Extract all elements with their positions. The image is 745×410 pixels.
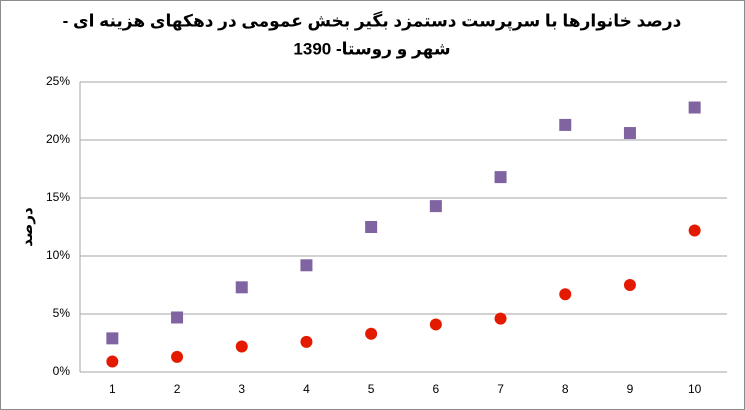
- x-tick-label: 6: [433, 382, 440, 396]
- x-tick-label: 2: [174, 382, 181, 396]
- y-axis-label: درصد: [19, 207, 36, 247]
- marker: [235, 281, 248, 294]
- marker: [300, 335, 313, 348]
- marker: [106, 355, 119, 368]
- marker: [171, 350, 184, 363]
- marker: [365, 327, 378, 340]
- marker: [429, 200, 442, 213]
- y-tick-label: 15%: [46, 190, 70, 204]
- marker: [559, 118, 572, 131]
- y-tick-label: 0%: [53, 364, 71, 378]
- marker: [688, 224, 701, 237]
- x-tick-label: 9: [627, 382, 634, 396]
- marker: [171, 311, 184, 324]
- marker: [300, 259, 313, 272]
- y-tick-label: 20%: [46, 132, 70, 146]
- x-tick-label: 4: [303, 382, 310, 396]
- marker: [235, 340, 248, 353]
- x-tick-label: 7: [497, 382, 504, 396]
- marker: [688, 101, 701, 114]
- x-tick-label: 5: [368, 382, 375, 396]
- x-tick-label: 3: [238, 382, 245, 396]
- marker: [494, 312, 507, 325]
- chart-title: درصد خانوارها با سرپرست دستمزد بگیر بخش …: [63, 10, 682, 31]
- y-tick-label: 25%: [46, 74, 70, 88]
- x-tick-label: 8: [562, 382, 569, 396]
- marker: [494, 171, 507, 184]
- chart-title: شهر و روستا- 1390: [293, 39, 450, 59]
- marker: [429, 318, 442, 331]
- marker: [559, 288, 572, 301]
- x-tick-label: 10: [688, 382, 702, 396]
- x-tick-label: 1: [109, 382, 116, 396]
- marker: [106, 332, 119, 345]
- marker: [623, 127, 636, 140]
- marker: [365, 221, 378, 233]
- y-tick-label: 10%: [46, 248, 70, 262]
- y-tick-label: 5%: [53, 306, 71, 320]
- marker: [623, 279, 636, 291]
